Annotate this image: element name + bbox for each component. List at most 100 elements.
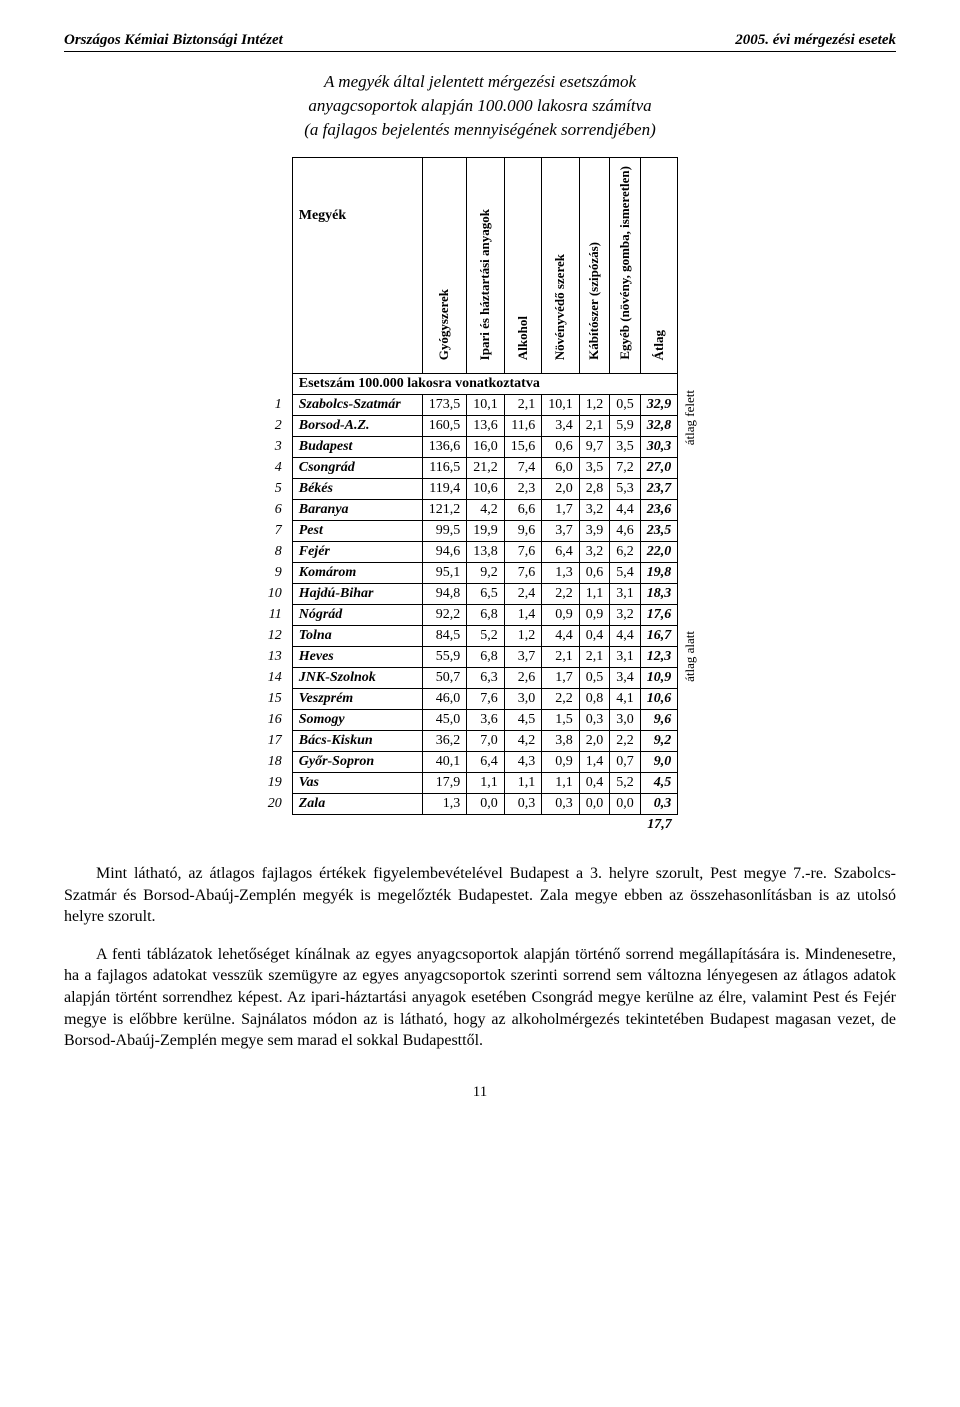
data-cell: 1,1 <box>542 773 580 794</box>
data-cell: 0,0 <box>579 794 610 815</box>
data-cell: 9,2 <box>467 563 505 584</box>
data-cell: 0,0 <box>467 794 505 815</box>
data-cell: 4,4 <box>610 500 641 521</box>
row-index: 19 <box>262 773 293 794</box>
data-cell: 55,9 <box>422 647 467 668</box>
table-row: 10Hajdú-Bihar94,86,52,42,21,13,118,3 <box>262 584 678 605</box>
data-cell: 2,3 <box>504 479 542 500</box>
data-cell: 1,4 <box>504 605 542 626</box>
county-name: Győr-Sopron <box>292 752 422 773</box>
paragraph-1: Mint látható, az átlagos fajlagos értéke… <box>64 863 896 928</box>
data-cell: 0,3 <box>542 794 580 815</box>
data-cell: 5,3 <box>610 479 641 500</box>
table-row: 5Békés119,410,62,32,02,85,323,7 <box>262 479 678 500</box>
row-index: 9 <box>262 563 293 584</box>
data-cell: 2,0 <box>579 731 610 752</box>
data-cell: 23,7 <box>640 479 678 500</box>
data-cell: 0,7 <box>610 752 641 773</box>
table-row: 9Komárom95,19,27,61,30,65,419,8 <box>262 563 678 584</box>
data-cell: 19,9 <box>467 521 505 542</box>
county-name: Veszprém <box>292 689 422 710</box>
data-cell: 3,4 <box>542 416 580 437</box>
table-container: Megyék Gyógyszerek Ipari és háztartási a… <box>64 157 896 835</box>
col-novenyvedo: Növényvédő szerek <box>553 250 567 364</box>
data-cell: 3,7 <box>504 647 542 668</box>
overall-row: 17,7 <box>262 815 678 836</box>
data-cell: 4,4 <box>542 626 580 647</box>
data-cell: 19,8 <box>640 563 678 584</box>
data-cell: 6,5 <box>467 584 505 605</box>
col-ipari: Ipari és háztartási anyagok <box>478 205 492 364</box>
data-cell: 4,2 <box>467 500 505 521</box>
data-cell: 0,5 <box>579 668 610 689</box>
data-cell: 4,4 <box>610 626 641 647</box>
data-cell: 10,6 <box>640 689 678 710</box>
data-cell: 1,5 <box>542 710 580 731</box>
data-cell: 30,3 <box>640 437 678 458</box>
data-cell: 3,4 <box>610 668 641 689</box>
data-cell: 6,6 <box>504 500 542 521</box>
side-labels: átlag felett átlag alatt <box>682 157 698 835</box>
data-cell: 2,8 <box>579 479 610 500</box>
data-cell: 11,6 <box>504 416 542 437</box>
county-name: Vas <box>292 773 422 794</box>
county-name: Budapest <box>292 437 422 458</box>
data-cell: 2,1 <box>504 395 542 416</box>
table-row: 7Pest99,519,99,63,73,94,623,5 <box>262 521 678 542</box>
data-cell: 116,5 <box>422 458 467 479</box>
data-cell: 7,2 <box>610 458 641 479</box>
data-cell: 10,9 <box>640 668 678 689</box>
data-cell: 5,2 <box>467 626 505 647</box>
data-cell: 9,6 <box>640 710 678 731</box>
data-cell: 17,9 <box>422 773 467 794</box>
data-cell: 6,4 <box>467 752 505 773</box>
data-cell: 17,6 <box>640 605 678 626</box>
data-cell: 2,1 <box>579 647 610 668</box>
data-cell: 32,8 <box>640 416 678 437</box>
row-index: 13 <box>262 647 293 668</box>
county-name: JNK-Szolnok <box>292 668 422 689</box>
data-cell: 1,1 <box>504 773 542 794</box>
data-cell: 0,5 <box>610 395 641 416</box>
data-cell: 1,2 <box>504 626 542 647</box>
table-row: 17Bács-Kiskun36,27,04,23,82,02,29,2 <box>262 731 678 752</box>
data-cell: 0,9 <box>542 752 580 773</box>
county-name: Komárom <box>292 563 422 584</box>
data-cell: 27,0 <box>640 458 678 479</box>
data-cell: 6,4 <box>542 542 580 563</box>
data-cell: 5,4 <box>610 563 641 584</box>
data-cell: 6,8 <box>467 647 505 668</box>
county-data-table: Megyék Gyógyszerek Ipari és háztartási a… <box>262 157 679 835</box>
county-name: Zala <box>292 794 422 815</box>
table-row: 1Szabolcs-Szatmár173,510,12,110,11,20,53… <box>262 395 678 416</box>
data-cell: 3,2 <box>579 542 610 563</box>
data-cell: 3,0 <box>504 689 542 710</box>
data-cell: 0,3 <box>579 710 610 731</box>
data-cell: 4,2 <box>504 731 542 752</box>
row-index: 10 <box>262 584 293 605</box>
data-cell: 1,7 <box>542 668 580 689</box>
data-cell: 9,7 <box>579 437 610 458</box>
county-name: Fejér <box>292 542 422 563</box>
title-line-1: A megyék által jelentett mérgezési esets… <box>324 72 636 91</box>
data-cell: 0,6 <box>542 437 580 458</box>
data-cell: 1,1 <box>579 584 610 605</box>
data-cell: 84,5 <box>422 626 467 647</box>
data-cell: 0,3 <box>504 794 542 815</box>
data-cell: 6,3 <box>467 668 505 689</box>
data-cell: 7,4 <box>504 458 542 479</box>
county-name: Bács-Kiskun <box>292 731 422 752</box>
county-name: Békés <box>292 479 422 500</box>
row-index: 8 <box>262 542 293 563</box>
row-index: 16 <box>262 710 293 731</box>
data-cell: 94,6 <box>422 542 467 563</box>
data-cell: 6,0 <box>542 458 580 479</box>
table-row: 4Csongrád116,521,27,46,03,57,227,0 <box>262 458 678 479</box>
data-cell: 0,3 <box>640 794 678 815</box>
row-index: 1 <box>262 395 293 416</box>
data-cell: 0,9 <box>579 605 610 626</box>
data-cell: 0,0 <box>610 794 641 815</box>
col-egyeb: Egyéb (növény, gomba, ismeretlen) <box>618 162 632 364</box>
data-cell: 5,2 <box>610 773 641 794</box>
data-cell: 4,5 <box>640 773 678 794</box>
